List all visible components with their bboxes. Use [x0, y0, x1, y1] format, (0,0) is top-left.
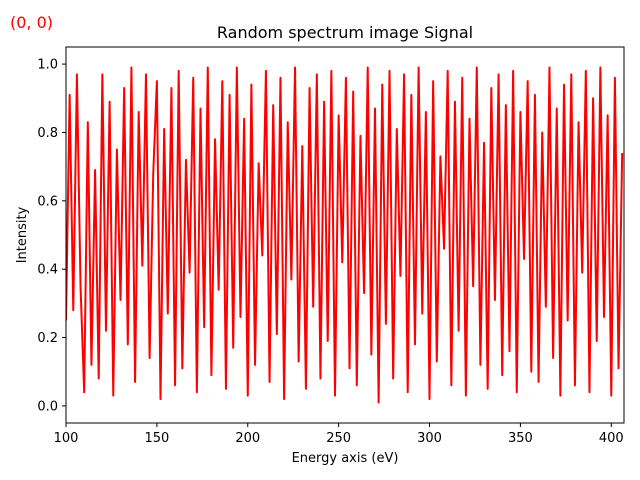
y-tick-label: 0.8: [37, 126, 58, 141]
x-axis-label: Energy axis (eV): [292, 451, 399, 466]
y-axis-ticks: 0.0 0.2 0.4 0.6 0.8 1.0: [37, 58, 66, 414]
x-tick-label: 150: [144, 431, 169, 446]
x-axis-ticks: 100 150 200 250 300 350 400: [54, 423, 624, 446]
x-tick-label: 350: [508, 431, 533, 446]
x-tick-label: 200: [235, 431, 260, 446]
y-tick-label: 0.2: [37, 331, 58, 346]
chart-title: Random spectrum image Signal: [217, 23, 473, 42]
corner-coordinate-label: (0, 0): [10, 13, 53, 32]
series-layer: [66, 66, 624, 404]
plot-frame: [65, 46, 625, 424]
x-tick-label: 100: [54, 431, 79, 446]
y-tick-label: 0.6: [37, 194, 58, 209]
y-tick-label: 0.4: [37, 263, 58, 278]
y-axis-label: Intensity: [15, 206, 30, 263]
y-tick-label: 0.0: [37, 399, 58, 414]
y-tick-label: 1.0: [37, 58, 58, 73]
x-tick-label: 400: [599, 431, 624, 446]
x-tick-label: 300: [417, 431, 442, 446]
series-line-0: [66, 66, 624, 404]
x-tick-label: 250: [326, 431, 351, 446]
